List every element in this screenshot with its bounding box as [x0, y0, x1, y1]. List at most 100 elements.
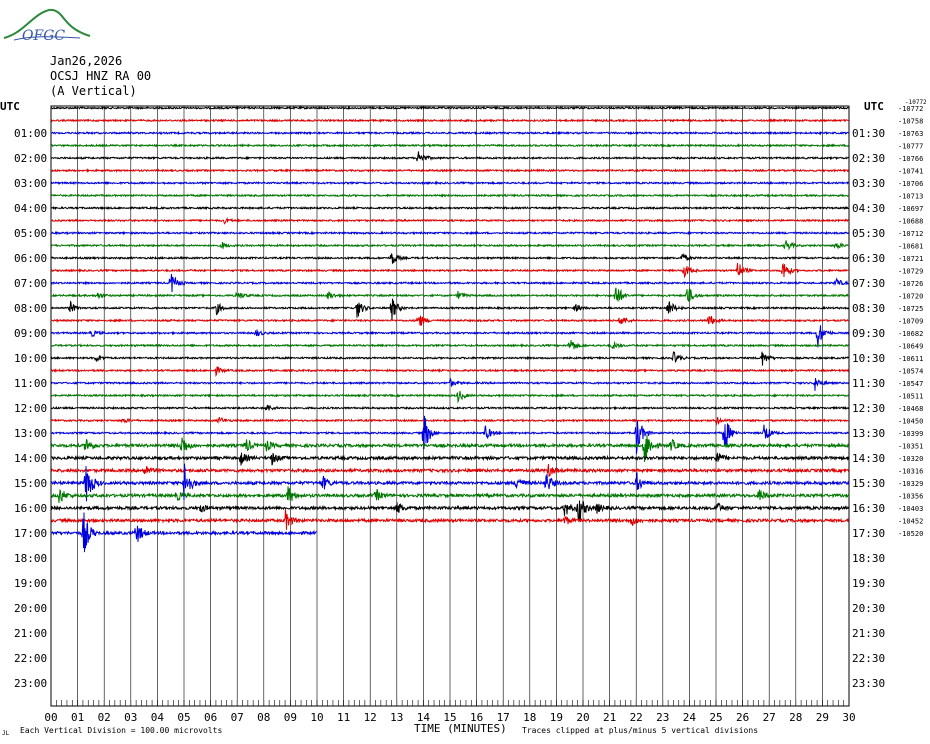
row-offset-label: -10772 [898, 105, 923, 113]
left-hour-label: 17:00 [14, 527, 47, 540]
row-offset-label: -10697 [898, 205, 923, 213]
x-tick-label: 22 [630, 711, 643, 724]
row-offset-label: -10452 [898, 518, 923, 526]
row-offset-label: -10712 [898, 230, 923, 238]
row-offset-label: -10766 [898, 155, 923, 163]
left-hour-label: 07:00 [14, 277, 47, 290]
left-hour-label: 15:00 [14, 477, 47, 490]
x-tick-label: 05 [177, 711, 190, 724]
left-hour-label: 01:00 [14, 127, 47, 140]
trace-row-11 [50, 240, 850, 251]
trace-row-7 [50, 193, 850, 198]
left-hour-label: 16:00 [14, 502, 47, 515]
left-hour-label: 09:00 [14, 327, 47, 340]
row-offset-label: -10758 [898, 118, 923, 126]
right-hour-label: 06:30 [852, 252, 885, 265]
trace-row-13 [50, 262, 850, 279]
left-hour-label: 06:00 [14, 252, 47, 265]
trace-row-21 [50, 366, 850, 377]
trace-row-23 [50, 390, 850, 404]
x-tick-label: 09 [284, 711, 297, 724]
station-label: OCSJ HNZ RA 00 [50, 69, 152, 83]
trace-row-31 [50, 486, 850, 504]
left-hour-label: 08:00 [14, 302, 47, 315]
x-tick-label: 10 [310, 711, 323, 724]
row-offset-label: -10777 [898, 143, 923, 151]
trace-row-25 [50, 416, 850, 426]
left-hour-label: 13:00 [14, 427, 47, 440]
trace-row-6 [50, 180, 850, 186]
right-hour-label: 01:30 [852, 127, 885, 140]
row-offset-label: -10351 [898, 443, 923, 451]
trace-row-33 [50, 509, 850, 530]
trace-row-20 [50, 351, 850, 366]
left-hour-label: 11:00 [14, 377, 47, 390]
right-hour-label: 22:30 [852, 652, 885, 665]
trace-row-9 [50, 216, 850, 225]
x-tick-label: 20 [576, 711, 589, 724]
row-offset-label: -10316 [898, 468, 923, 476]
row-offset-label: -10713 [898, 193, 923, 201]
left-axis-title: UTC [0, 100, 20, 113]
trace-row-30 [50, 463, 850, 502]
clip-note: Traces clipped at plus/minus 5 vertical … [522, 726, 759, 735]
x-tick-label: 07 [231, 711, 244, 724]
left-hour-label: 21:00 [14, 627, 47, 640]
x-tick-label: 00 [44, 711, 57, 724]
trace-row-4 [50, 151, 850, 162]
right-hour-label: 19:30 [852, 577, 885, 590]
trace-row-24 [50, 404, 850, 411]
trace-row-17 [50, 315, 850, 326]
x-tick-label: 14 [417, 711, 431, 724]
component-label: (A Vertical) [50, 84, 137, 98]
right-hour-label: 13:30 [852, 427, 885, 440]
x-tick-label: 04 [151, 711, 165, 724]
trace-row-28 [50, 452, 850, 466]
row-offset-label: -10574 [898, 368, 923, 376]
row-offset-label: -10681 [898, 243, 923, 251]
row-offset-label: -10511 [898, 393, 923, 401]
right-hour-label: 09:30 [852, 327, 885, 340]
right-hour-label: 15:30 [852, 477, 885, 490]
row-offset-label: -10547 [898, 380, 923, 388]
trace-row-8 [50, 205, 850, 211]
trace-row-5 [50, 168, 850, 173]
row-offset-label: -10741 [898, 168, 923, 176]
trace-row-27 [50, 434, 850, 462]
row-offset-label: -10649 [898, 343, 923, 351]
row-offset-label: -10763 [898, 130, 923, 138]
row-offset-label: -10320 [898, 455, 923, 463]
date-label: Jan26,2026 [50, 54, 123, 68]
left-hour-label: 04:00 [14, 202, 47, 215]
row-offset-label: -10329 [898, 480, 923, 488]
right-hour-label: 16:30 [852, 502, 885, 515]
right-hour-label: 17:30 [852, 527, 885, 540]
row-offset-label: -10721 [898, 255, 923, 263]
row-offset-label: -10356 [898, 493, 923, 501]
row-offset-label: -10468 [898, 405, 923, 413]
right-hour-label: 07:30 [852, 277, 885, 290]
right-hour-label: 21:30 [852, 627, 885, 640]
x-tick-label: 28 [789, 711, 802, 724]
right-axis-title: UTC [864, 100, 884, 113]
x-tick-label: 02 [98, 711, 111, 724]
row-offset-label: -10399 [898, 430, 923, 438]
right-hour-label: 20:30 [852, 602, 885, 615]
row-offset-label: -10403 [898, 505, 923, 513]
x-axis-label: TIME (MINUTES) [414, 722, 507, 735]
trace-row-22 [50, 377, 850, 391]
trace-row-15 [50, 287, 850, 302]
trace-row-18 [50, 325, 850, 348]
trace-row-19 [50, 340, 850, 350]
x-tick-label: 01 [71, 711, 84, 724]
axis-labels: -10772 -10758 -10763 -10777 -10766 -10741 -107… [0, 99, 927, 724]
x-tick-label: 06 [204, 711, 217, 724]
left-hour-label: 03:00 [14, 177, 47, 190]
trace-row-2 [50, 130, 849, 136]
trace-row-26 [50, 415, 850, 454]
trace-row-1 [50, 118, 850, 123]
x-tick-label: 11 [337, 711, 350, 724]
right-hour-label: 02:30 [852, 152, 885, 165]
row-offset-label: -10682 [898, 330, 923, 338]
left-hour-label: 14:00 [14, 452, 47, 465]
